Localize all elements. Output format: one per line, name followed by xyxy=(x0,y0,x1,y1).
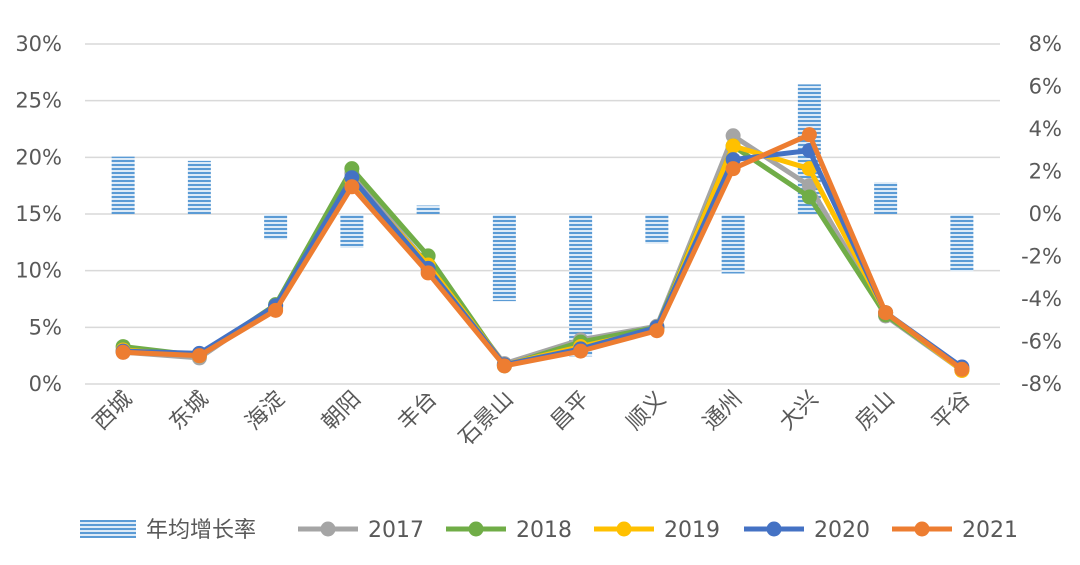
bar xyxy=(492,214,516,302)
category-label: 西城 xyxy=(89,387,138,436)
data-point xyxy=(801,127,817,143)
data-point xyxy=(878,305,894,321)
legend: 年均增长率 2017 2018 2019 2020 2021 xyxy=(80,518,1018,543)
right-tick-label: 2% xyxy=(1029,160,1062,184)
legend-item-2018: 2018 xyxy=(446,518,572,543)
left-axis: 0% 5% 10% 15% 20% 25% 30% xyxy=(15,32,62,396)
data-point xyxy=(954,361,970,377)
category-label: 海淀 xyxy=(241,387,290,436)
left-tick-label: 5% xyxy=(29,315,62,339)
right-tick-label: 4% xyxy=(1029,117,1062,141)
data-point xyxy=(496,358,512,374)
legend-item-2020: 2020 xyxy=(744,518,870,543)
series-line xyxy=(123,148,964,370)
bar xyxy=(187,160,211,214)
right-tick-label: 6% xyxy=(1029,75,1062,99)
legend-marker xyxy=(914,521,930,537)
bar xyxy=(874,182,898,214)
category-label: 平谷 xyxy=(927,387,976,436)
legend-item-bar: 年均增长率 xyxy=(80,518,256,543)
left-tick-label: 30% xyxy=(15,32,62,56)
legend-item-2017: 2017 xyxy=(298,518,424,543)
data-point xyxy=(801,161,817,177)
legend-label: 2020 xyxy=(814,518,870,543)
category-label: 朝阳 xyxy=(317,387,366,436)
data-point xyxy=(725,161,741,177)
legend-marker xyxy=(468,521,484,537)
data-point xyxy=(725,138,741,154)
left-tick-label: 20% xyxy=(15,145,62,169)
bar xyxy=(645,214,669,244)
data-point xyxy=(268,302,284,318)
series-2020 xyxy=(115,143,970,375)
bar xyxy=(721,214,745,274)
data-point xyxy=(191,348,207,364)
category-label: 大兴 xyxy=(775,387,824,436)
bar xyxy=(264,214,288,240)
right-tick-label: -8% xyxy=(1021,372,1062,396)
legend-marker xyxy=(320,521,336,537)
series-line xyxy=(122,143,964,372)
data-point xyxy=(115,344,131,360)
category-label: 顺义 xyxy=(622,387,671,436)
series-2018 xyxy=(115,138,970,377)
left-tick-label: 10% xyxy=(15,259,62,283)
legend-label: 2021 xyxy=(962,518,1018,543)
right-tick-label: -6% xyxy=(1021,330,1062,354)
bar-series xyxy=(111,84,974,357)
category-label: 通州 xyxy=(699,387,748,436)
series-2021 xyxy=(115,127,970,377)
series-line xyxy=(122,143,964,373)
legend-label: 年均增长率 xyxy=(146,518,256,543)
right-tick-label: -2% xyxy=(1021,245,1062,269)
data-point xyxy=(649,323,665,339)
right-tick-label: -4% xyxy=(1021,287,1062,311)
legend-marker xyxy=(766,521,782,537)
left-tick-label: 25% xyxy=(15,89,62,113)
data-point xyxy=(344,179,360,195)
legend-label: 2017 xyxy=(368,518,424,543)
legend-label: 2019 xyxy=(664,518,720,543)
legend-marker xyxy=(616,521,632,537)
category-label: 房山 xyxy=(851,387,900,436)
right-tick-label: 8% xyxy=(1029,32,1062,56)
legend-swatch xyxy=(80,520,136,538)
category-label: 东城 xyxy=(165,387,214,436)
left-tick-label: 15% xyxy=(15,202,62,226)
series-2019 xyxy=(115,138,970,378)
series-2017 xyxy=(115,128,970,378)
left-tick-label: 0% xyxy=(29,372,62,396)
legend-label: 2018 xyxy=(516,518,572,543)
bar xyxy=(340,214,364,248)
bar xyxy=(569,214,593,357)
data-point xyxy=(801,178,817,194)
category-label: 丰台 xyxy=(394,387,443,436)
bar xyxy=(416,205,440,214)
category-label: 石景山 xyxy=(454,387,518,451)
data-point xyxy=(801,189,817,205)
series-line xyxy=(123,132,964,372)
data-point xyxy=(420,265,436,281)
bar xyxy=(111,156,135,214)
line-series xyxy=(115,127,970,378)
right-axis: -8% -6% -4% -2% 0% 2% 4% 6% 8% xyxy=(1021,32,1062,396)
bar xyxy=(950,214,974,272)
legend-item-2019: 2019 xyxy=(594,518,720,543)
right-tick-label: 0% xyxy=(1029,202,1062,226)
series-line xyxy=(122,133,964,373)
x-axis-categories: 西城 东城 海淀 朝阳 丰台 石景山 昌平 顺义 通州 大兴 房山 平谷 xyxy=(89,387,977,451)
category-label: 昌平 xyxy=(546,387,595,436)
legend-item-2021: 2021 xyxy=(892,518,1018,543)
gridlines xyxy=(85,43,1000,329)
data-point xyxy=(573,343,589,359)
